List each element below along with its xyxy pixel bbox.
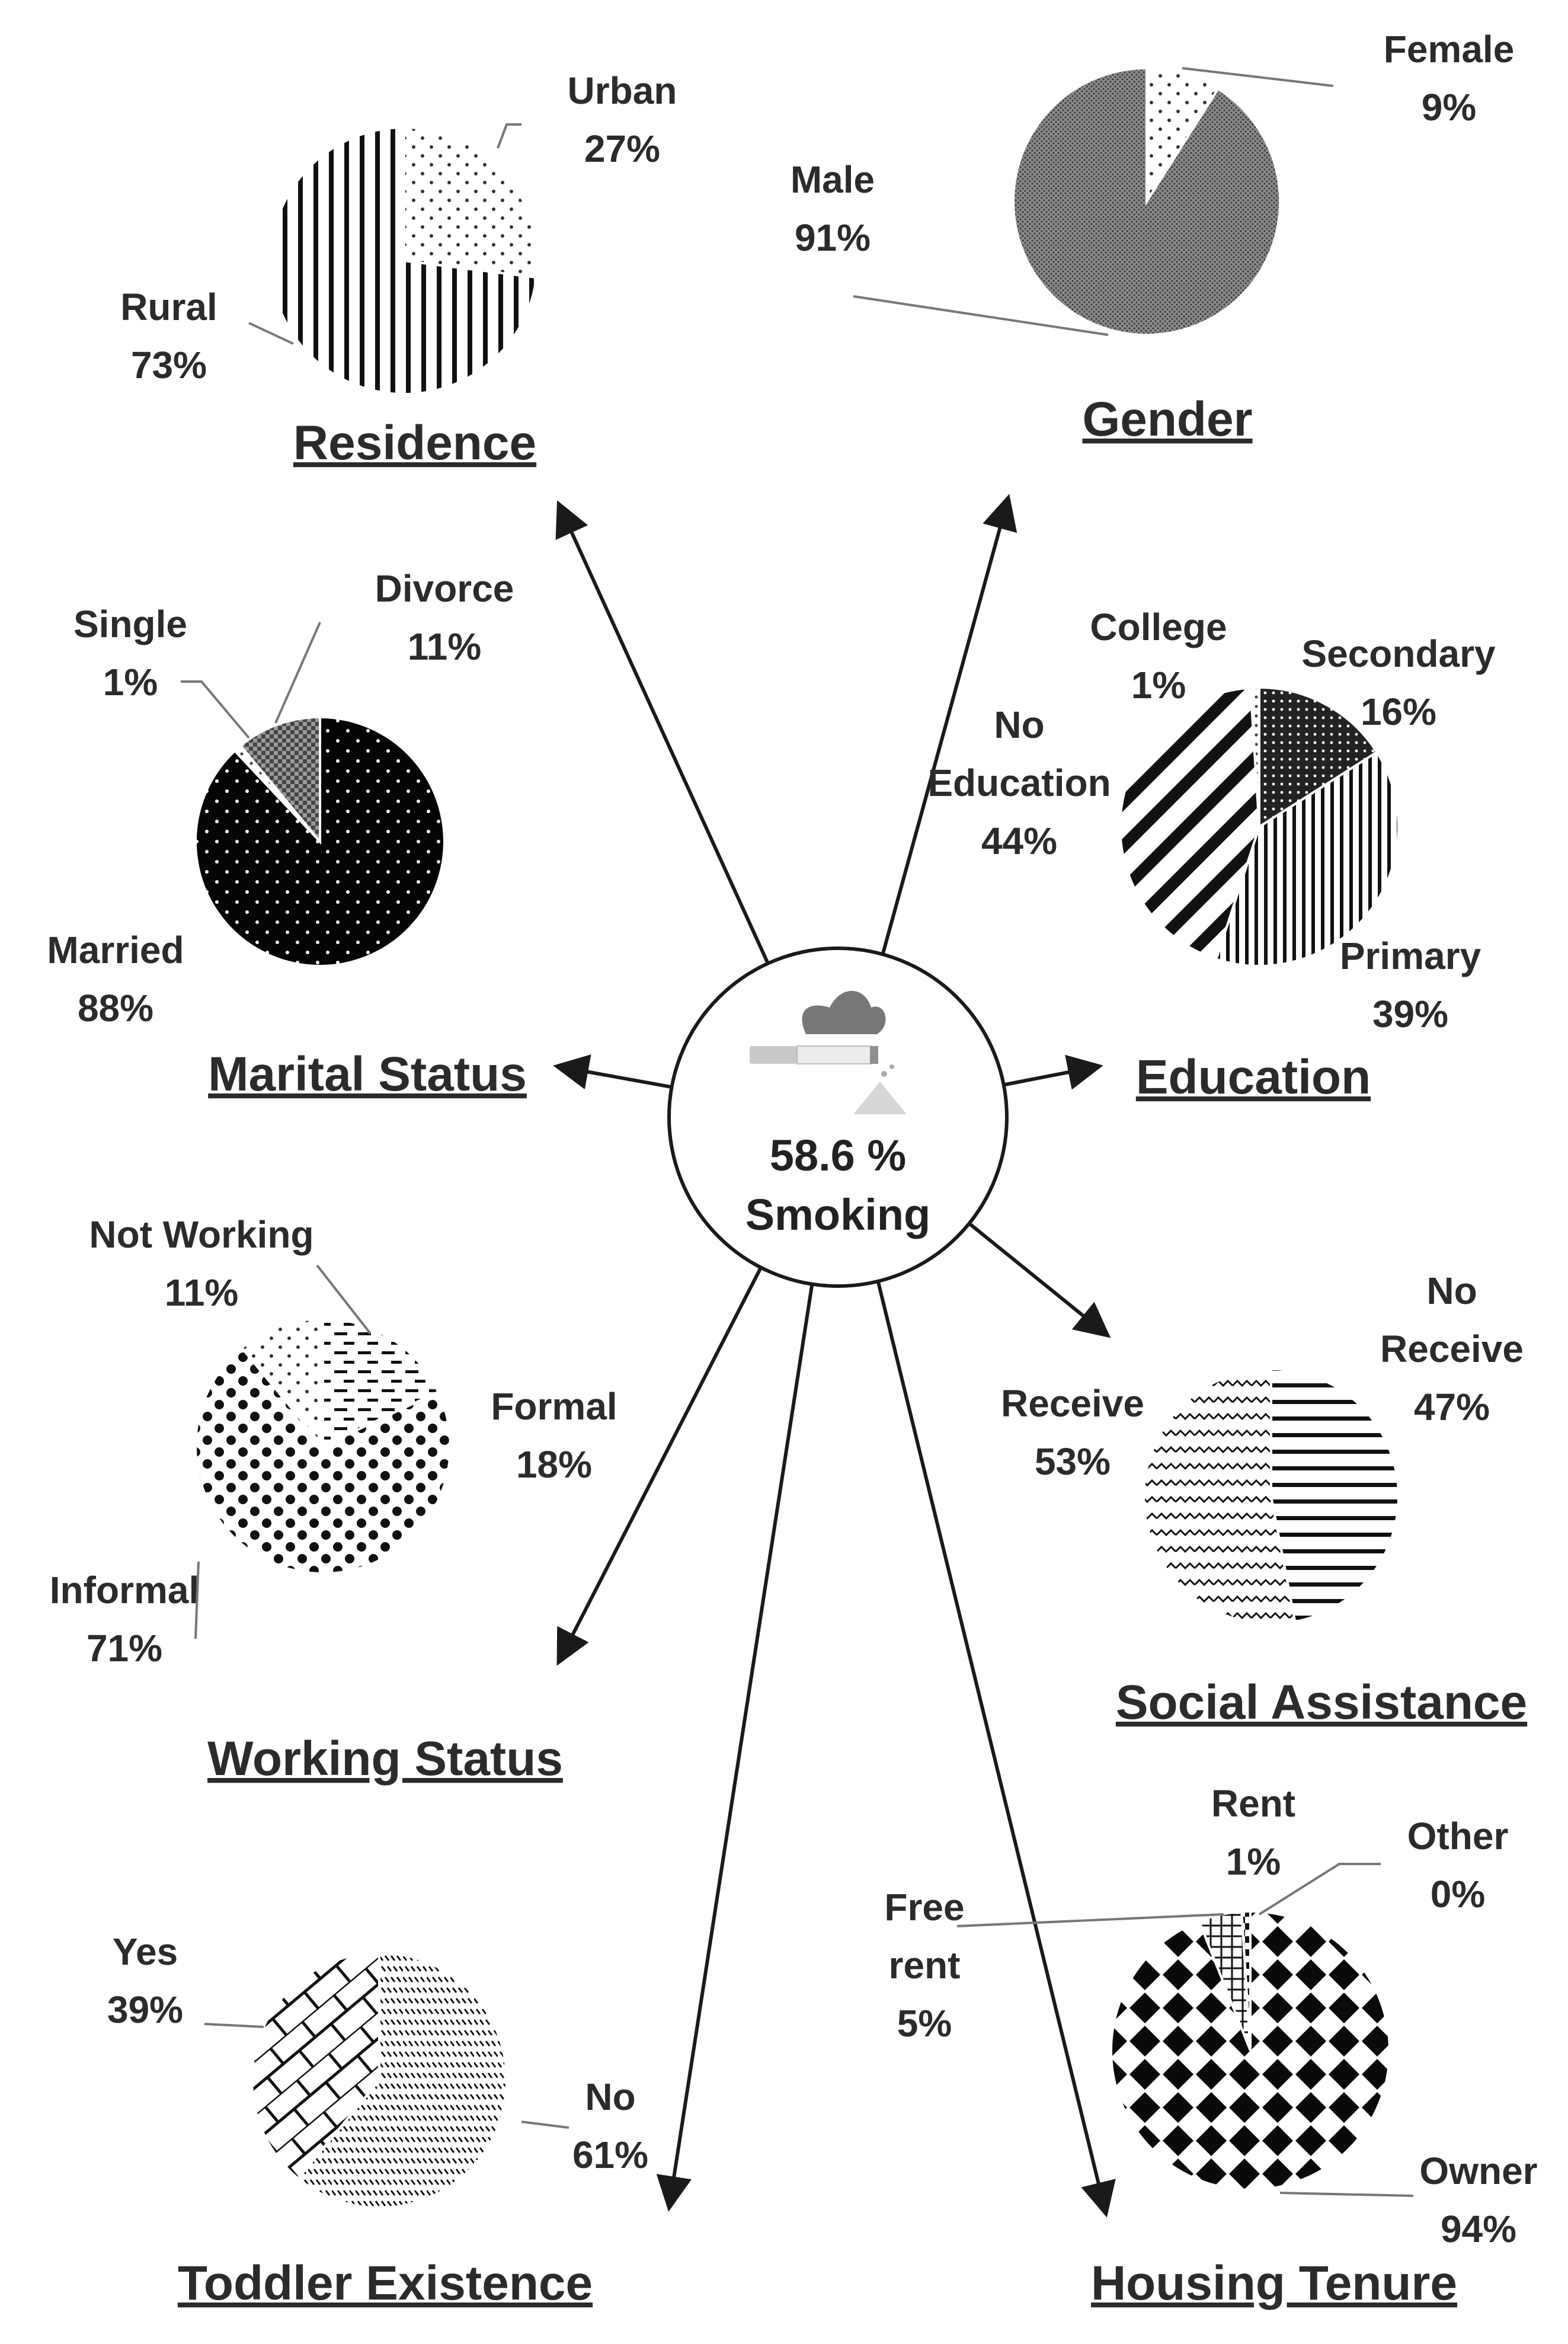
housing-tenure-title: Housing Tenure bbox=[1091, 2256, 1457, 2310]
toddler-existence-label-yes: Yes 39% bbox=[107, 1930, 183, 2031]
education-label-secondary: Secondary 16% bbox=[1301, 632, 1496, 733]
education-slice-secondary bbox=[1258, 686, 1379, 829]
gender-label-male: Male 91% bbox=[791, 158, 875, 259]
residence-label-rural: Rural 73% bbox=[120, 286, 217, 386]
housing-tenure-leader-other bbox=[1258, 1863, 1381, 1916]
working-status-leader-informal bbox=[194, 1561, 200, 1639]
arrow-working-status bbox=[556, 1267, 763, 1666]
residence-leader-urban bbox=[497, 123, 521, 149]
toddler-existence-slice-yes bbox=[251, 1951, 380, 2180]
social-assistance-title: Social Assistance bbox=[1116, 1675, 1527, 1729]
social-assistance-slice-no-receive bbox=[1270, 1367, 1400, 1623]
marital-status-leader-single bbox=[181, 680, 250, 739]
center-value: 58.6 % bbox=[770, 1131, 906, 1180]
marital-status-leader-divorce bbox=[274, 622, 321, 724]
cigarette-icon bbox=[750, 990, 907, 1114]
housing-tenure-leader-free-rent bbox=[956, 1913, 1224, 1927]
arrow-gender bbox=[881, 494, 1017, 955]
housing-tenure-label-owner: Owner 94% bbox=[1419, 2150, 1537, 2250]
education-title: Education bbox=[1136, 1050, 1371, 1104]
residence-label-urban: Urban 27% bbox=[568, 69, 677, 170]
working-status-label-formal: Formal 18% bbox=[491, 1385, 617, 1486]
education-label-college: College 1% bbox=[1090, 606, 1227, 706]
housing-tenure-label-free-rent: Free rent 5% bbox=[884, 1886, 964, 2045]
education-pie bbox=[1119, 686, 1400, 967]
education-label-primary: Primary 39% bbox=[1340, 935, 1481, 1035]
working-status-slice-not-working bbox=[240, 1317, 324, 1450]
working-status-pie bbox=[194, 1317, 452, 1575]
toddler-existence-leader-no bbox=[521, 2121, 569, 2129]
housing-tenure-slice-rent bbox=[1240, 1910, 1252, 2051]
arrow-residence bbox=[555, 500, 770, 964]
gender-leader-male bbox=[853, 295, 1109, 336]
center-circle bbox=[667, 946, 1009, 1288]
social-assistance-label-receive: Receive 53% bbox=[1001, 1382, 1144, 1483]
working-status-slice-formal bbox=[322, 1317, 440, 1448]
marital-status-label-single: Single 1% bbox=[73, 603, 187, 703]
arrow-social-assistance bbox=[968, 1221, 1111, 1338]
education-slice-no-education bbox=[1119, 686, 1261, 961]
housing-tenure-pie bbox=[1110, 1910, 1391, 2191]
working-status-title: Working Status bbox=[207, 1732, 563, 1786]
arrow-toddler-existence bbox=[656, 1284, 814, 2212]
marital-status-title: Marital Status bbox=[208, 1047, 527, 1101]
residence-slice-rural bbox=[270, 126, 538, 395]
housing-tenure-leader-owner bbox=[1279, 2192, 1414, 2197]
residence-title: Residence bbox=[293, 416, 536, 470]
center-node: 58.6 % Smoking bbox=[667, 946, 1009, 1288]
toddler-existence-pie bbox=[251, 1951, 508, 2209]
center-label: Smoking bbox=[745, 1190, 930, 1239]
gender-pie bbox=[1012, 66, 1282, 336]
gender-slice-male bbox=[1012, 66, 1282, 336]
marital-status-pie bbox=[194, 715, 446, 967]
working-status-slice-informal bbox=[194, 1346, 452, 1575]
gender-leader-female bbox=[1182, 67, 1334, 87]
toddler-existence-title: Toddler Existence bbox=[178, 2256, 593, 2310]
marital-status-slice-divorce bbox=[239, 715, 321, 845]
marital-status-label-married: Married 88% bbox=[47, 929, 184, 1029]
working-status-label-informal: Informal 71% bbox=[50, 1569, 199, 1670]
working-status-label-not-working: Not Working 11% bbox=[89, 1213, 313, 1314]
social-assistance-pie bbox=[1143, 1367, 1400, 1625]
residence-leader-rural bbox=[248, 322, 294, 345]
working-status-leader-not-working bbox=[316, 1264, 372, 1335]
gender-title: Gender bbox=[1082, 392, 1252, 446]
education-slice-primary bbox=[1214, 750, 1400, 967]
pie-charts bbox=[194, 66, 1400, 2209]
social-assistance-slice-receive bbox=[1143, 1367, 1297, 1625]
education-slice-college bbox=[1249, 686, 1260, 827]
residence-pie bbox=[270, 126, 539, 395]
pie-labels: Residence Urban 27% Rural 73% Gender Female 9% M… bbox=[47, 28, 1537, 2310]
education-label-no-education: No Education 44% bbox=[927, 703, 1111, 862]
social-assistance-label-no-receive: No Receive 47% bbox=[1380, 1269, 1524, 1428]
arrow-marital-status bbox=[553, 1054, 673, 1090]
arrows bbox=[553, 494, 1116, 2218]
marital-status-label-divorce: Divorce 11% bbox=[375, 567, 514, 668]
residence-slice-urban bbox=[403, 126, 539, 279]
housing-tenure-label-rent: Rent 1% bbox=[1211, 1782, 1295, 1883]
gender-label-female: Female 9% bbox=[1384, 28, 1515, 129]
gender-slice-female bbox=[1145, 66, 1220, 206]
toddler-existence-slice-no bbox=[296, 1951, 508, 2209]
toddler-existence-label-no: No 61% bbox=[572, 2076, 648, 2176]
housing-tenure-label-other: Other 0% bbox=[1407, 1815, 1509, 1916]
arrow-housing-tenure bbox=[876, 1281, 1116, 2218]
arrow-education bbox=[1003, 1054, 1103, 1090]
toddler-existence-leader-yes bbox=[204, 2023, 264, 2028]
